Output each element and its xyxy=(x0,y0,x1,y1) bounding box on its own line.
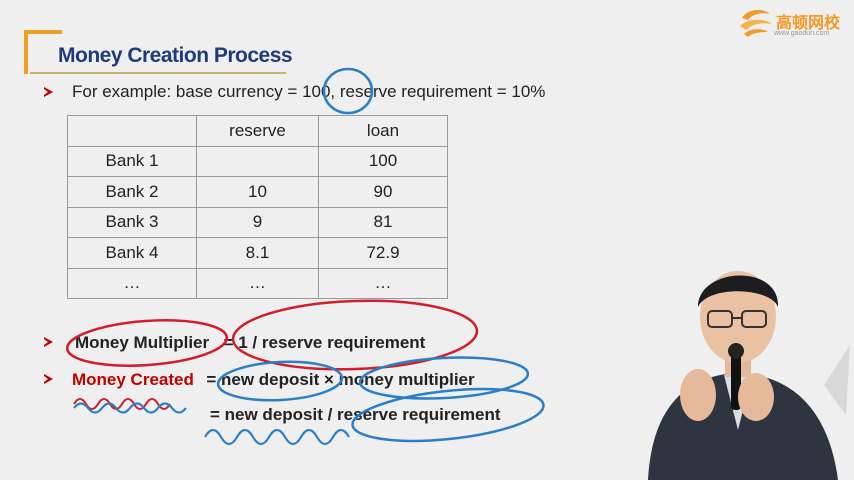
table-row: Bank 1 100 xyxy=(67,145,448,177)
money-multiplier-label: Money Multiplier xyxy=(75,333,210,352)
annotation-squiggle-blue-1 xyxy=(73,402,187,414)
slide-title: Money Creation Process xyxy=(58,44,293,67)
table-cell: 81 xyxy=(318,206,448,238)
brand-logo: 高顿网校 www.gaodun.com xyxy=(738,6,850,40)
table-cell: … xyxy=(196,267,319,299)
bank-table: reserve loan Bank 1 100 Bank 2 10 90 Bank 3 9 81 B… xyxy=(67,115,448,299)
table-cell: Bank 2 xyxy=(67,176,197,208)
table-cell: Bank 4 xyxy=(67,237,197,269)
title-bracket-decoration xyxy=(24,30,62,74)
table-row: Bank 3 9 81 xyxy=(67,206,448,238)
table-cell: Bank 1 xyxy=(67,145,197,177)
table-cell xyxy=(196,145,319,177)
table-cell: 8.1 xyxy=(196,237,319,269)
money-created-formula: Money Created = new deposit × money mult… xyxy=(72,370,475,390)
table-cell: … xyxy=(67,267,197,299)
table-header-row: reserve loan xyxy=(67,115,448,147)
table-cell: 9 xyxy=(196,206,319,238)
annotation-squiggle-blue-2 xyxy=(204,428,350,446)
money-created-eq2: = new deposit / reserve requirement xyxy=(210,405,501,424)
table-cell: Bank 3 xyxy=(67,206,197,238)
money-multiplier-rhs: = 1 / reserve requirement xyxy=(223,333,426,352)
table-cell: 90 xyxy=(318,176,448,208)
table-header-cell: loan xyxy=(318,115,448,147)
money-created-label: Money Created xyxy=(72,370,194,389)
logo-url: www.gaodun.com xyxy=(774,30,830,37)
table-cell: 100 xyxy=(318,145,448,177)
bullet-arrow-icon xyxy=(44,87,53,97)
bullet-arrow-icon xyxy=(44,374,53,384)
table-cell: … xyxy=(318,267,448,299)
table-cell: 72.9 xyxy=(318,237,448,269)
bullet-arrow-icon xyxy=(44,337,53,347)
table-header-cell: reserve xyxy=(196,115,319,147)
table-row: Bank 2 10 90 xyxy=(67,176,448,208)
table-row: ……… xyxy=(67,267,448,299)
table-header-cell xyxy=(67,115,197,147)
annotation-squiggle-red xyxy=(73,398,171,410)
table-cell: 10 xyxy=(196,176,319,208)
money-created-eq1: = new deposit × money multiplier xyxy=(206,370,475,389)
logo-name: 高顿网校 xyxy=(776,13,841,32)
lecturer-figure xyxy=(648,271,850,480)
money-multiplier-formula: Money Multiplier = 1 / reserve requireme… xyxy=(75,333,425,353)
logo-swirl-icon xyxy=(740,9,772,37)
example-line: For example: base currency = 100, reserv… xyxy=(72,82,546,101)
title-underline xyxy=(30,72,286,74)
table-row: Bank 4 8.1 72.9 xyxy=(67,237,448,269)
